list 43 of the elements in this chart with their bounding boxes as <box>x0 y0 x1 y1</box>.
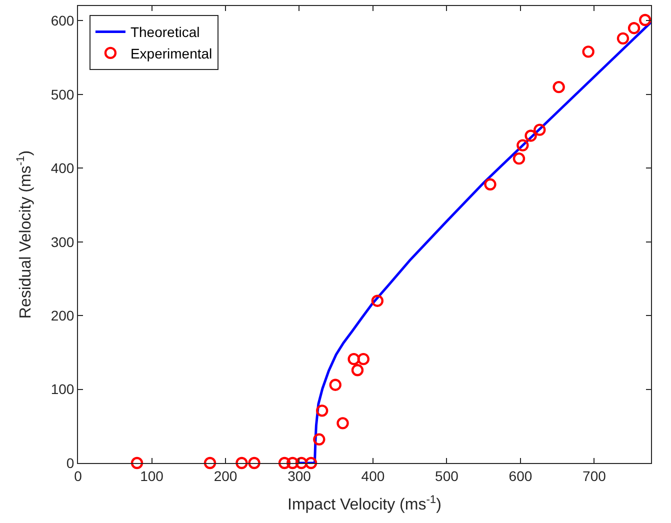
point <box>295 456 308 470</box>
point <box>371 294 384 307</box>
y-tick-label: 100 <box>50 381 74 398</box>
x-tick-label: 100 <box>140 468 164 484</box>
legend-label: Experimental <box>130 45 212 62</box>
y-tick-label: 300 <box>50 234 74 250</box>
point <box>204 456 216 470</box>
x-tick-label: 500 <box>435 468 459 484</box>
x-axis-title: Impact Velocity (ms$^{-1}$) <box>288 494 442 514</box>
y-tick-label: 400 <box>50 160 74 176</box>
point <box>316 404 328 417</box>
point <box>329 378 342 391</box>
point <box>552 80 565 94</box>
y-tick-label: 0 <box>66 454 74 471</box>
x-tick-label: 300 <box>288 468 312 484</box>
point <box>304 456 318 470</box>
point <box>516 139 529 152</box>
x-tick-label: 600 <box>508 468 532 484</box>
legend-label: Theoretical <box>130 24 200 40</box>
point <box>582 46 594 58</box>
y-tick-label: 600 <box>50 12 74 29</box>
x-tick-label: 700 <box>582 468 606 484</box>
x-tick-label: 200 <box>214 468 238 484</box>
point <box>524 130 537 142</box>
point <box>639 14 652 26</box>
point <box>484 178 496 190</box>
y-tick-label: 200 <box>50 307 74 324</box>
point <box>286 456 299 470</box>
point <box>313 433 326 446</box>
point <box>348 352 360 366</box>
point <box>512 152 526 165</box>
point <box>236 456 248 470</box>
point <box>357 352 370 366</box>
point <box>248 456 260 470</box>
point <box>628 22 640 34</box>
x-tick-label: 400 <box>361 468 385 484</box>
point <box>336 417 349 430</box>
point <box>616 32 630 45</box>
point <box>534 124 546 136</box>
point <box>130 456 144 470</box>
y-tick-label: 500 <box>50 86 74 102</box>
point <box>351 364 364 376</box>
point <box>278 456 291 470</box>
